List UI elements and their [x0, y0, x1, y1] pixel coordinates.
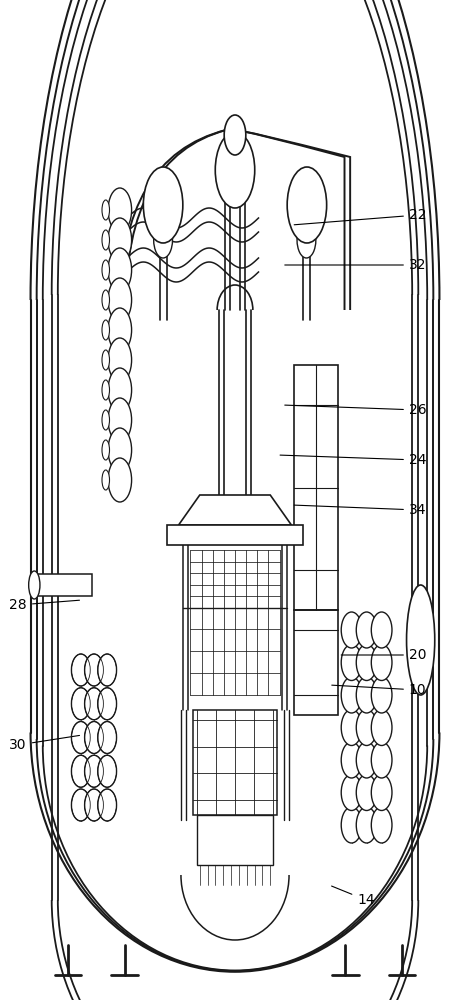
Ellipse shape [71, 722, 90, 754]
Ellipse shape [108, 218, 132, 262]
Bar [294, 610, 338, 715]
Ellipse shape [85, 789, 103, 821]
Ellipse shape [341, 612, 362, 648]
Ellipse shape [71, 688, 90, 720]
Ellipse shape [108, 248, 132, 292]
Ellipse shape [102, 290, 110, 310]
Ellipse shape [371, 774, 392, 810]
Ellipse shape [102, 440, 110, 460]
Bar [167, 525, 303, 545]
Ellipse shape [341, 807, 362, 843]
Text: 10: 10 [332, 683, 427, 697]
Ellipse shape [356, 710, 377, 746]
Ellipse shape [356, 774, 377, 810]
Bar [294, 365, 338, 610]
Ellipse shape [341, 742, 362, 778]
Ellipse shape [102, 230, 110, 250]
Ellipse shape [108, 458, 132, 502]
Ellipse shape [71, 755, 90, 787]
Ellipse shape [102, 350, 110, 370]
Ellipse shape [98, 654, 117, 686]
Text: 34: 34 [294, 503, 426, 517]
Ellipse shape [154, 222, 172, 258]
Ellipse shape [108, 308, 132, 352]
Ellipse shape [371, 710, 392, 746]
Ellipse shape [29, 571, 40, 599]
Ellipse shape [102, 470, 110, 490]
Polygon shape [179, 495, 291, 525]
Ellipse shape [85, 654, 103, 686]
Bar [193, 710, 277, 815]
Ellipse shape [108, 398, 132, 442]
Ellipse shape [215, 132, 255, 208]
Ellipse shape [356, 807, 377, 843]
Text: 24: 24 [280, 453, 426, 467]
Ellipse shape [356, 612, 377, 648]
Ellipse shape [341, 774, 362, 810]
Text: 22: 22 [294, 208, 426, 225]
Ellipse shape [371, 742, 392, 778]
Ellipse shape [98, 789, 117, 821]
Ellipse shape [371, 677, 392, 713]
Ellipse shape [108, 428, 132, 472]
Ellipse shape [371, 612, 392, 648]
Ellipse shape [102, 200, 110, 220]
Ellipse shape [341, 645, 362, 680]
Ellipse shape [108, 278, 132, 322]
Text: 30: 30 [9, 735, 79, 752]
Ellipse shape [71, 789, 90, 821]
Ellipse shape [356, 677, 377, 713]
Ellipse shape [224, 115, 246, 155]
Text: 32: 32 [285, 258, 426, 272]
Ellipse shape [71, 654, 90, 686]
Ellipse shape [371, 645, 392, 680]
Ellipse shape [102, 410, 110, 430]
Ellipse shape [102, 380, 110, 400]
Ellipse shape [98, 755, 117, 787]
Ellipse shape [371, 807, 392, 843]
Bar [197, 815, 273, 865]
Ellipse shape [108, 368, 132, 412]
Ellipse shape [356, 742, 377, 778]
Text: 28: 28 [9, 598, 79, 612]
Ellipse shape [98, 688, 117, 720]
Ellipse shape [341, 710, 362, 746]
Ellipse shape [102, 260, 110, 280]
Ellipse shape [287, 167, 327, 243]
Text: 14: 14 [331, 886, 375, 907]
Bar [31, 574, 92, 596]
Ellipse shape [85, 755, 103, 787]
Text: 26: 26 [285, 403, 427, 417]
Ellipse shape [341, 677, 362, 713]
Ellipse shape [297, 222, 316, 258]
Ellipse shape [85, 722, 103, 754]
Ellipse shape [356, 645, 377, 680]
Ellipse shape [85, 688, 103, 720]
Ellipse shape [143, 167, 183, 243]
Ellipse shape [108, 338, 132, 382]
Ellipse shape [108, 188, 132, 232]
Text: 20: 20 [341, 648, 426, 662]
Ellipse shape [98, 722, 117, 754]
Ellipse shape [102, 320, 110, 340]
Ellipse shape [407, 585, 435, 695]
